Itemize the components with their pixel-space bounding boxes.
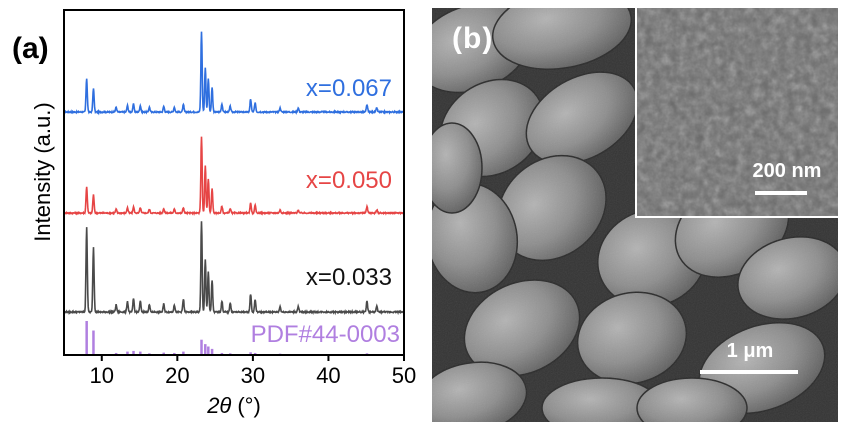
scale-bar [700, 370, 798, 374]
xrd-chart: (a) Intensity (a.u.) x=0.067x=0.050x=0.0… [12, 9, 416, 418]
sem-inset: 200 nm [635, 8, 838, 218]
series-label-0: x=0.067 [306, 75, 392, 102]
series-label-2: x=0.033 [306, 264, 392, 291]
x-axis-symbol: 2θ [206, 393, 231, 418]
plot-frame [63, 9, 405, 356]
series-label-3: PDF#44-0003 [251, 321, 400, 348]
x-tick-label-3: 40 [316, 363, 340, 388]
x-axis-label: 2θ (°) [206, 393, 261, 418]
x-axis: 10 20 30 40 50 [90, 355, 416, 388]
inset-texture [637, 8, 838, 216]
x-axis-unit: (°) [237, 393, 260, 418]
panel-label-b: (b) [452, 22, 494, 55]
inset-scale-bar-label: 200 nm [752, 160, 822, 182]
series-line-1 [63, 136, 405, 217]
scale-bar-label: 1 μm [726, 340, 774, 362]
series-line-2 [63, 221, 404, 316]
inset-scale-bar [755, 191, 807, 195]
sem-image: (b) 200 nm 1 μm [432, 8, 838, 422]
series-line-0 [63, 31, 405, 116]
series-label-1: x=0.050 [306, 167, 392, 194]
y-axis-label: Intensity (a.u.) [30, 102, 55, 241]
panel-label-a: (a) [12, 32, 49, 65]
x-tick-label-1: 20 [165, 363, 189, 388]
x-tick-label-4: 50 [392, 363, 416, 388]
x-tick-label-0: 10 [90, 363, 114, 388]
plot-area: x=0.067 x=0.050 x=0.033 PDF#44-0003 [63, 31, 405, 355]
x-tick-label-2: 30 [241, 363, 265, 388]
